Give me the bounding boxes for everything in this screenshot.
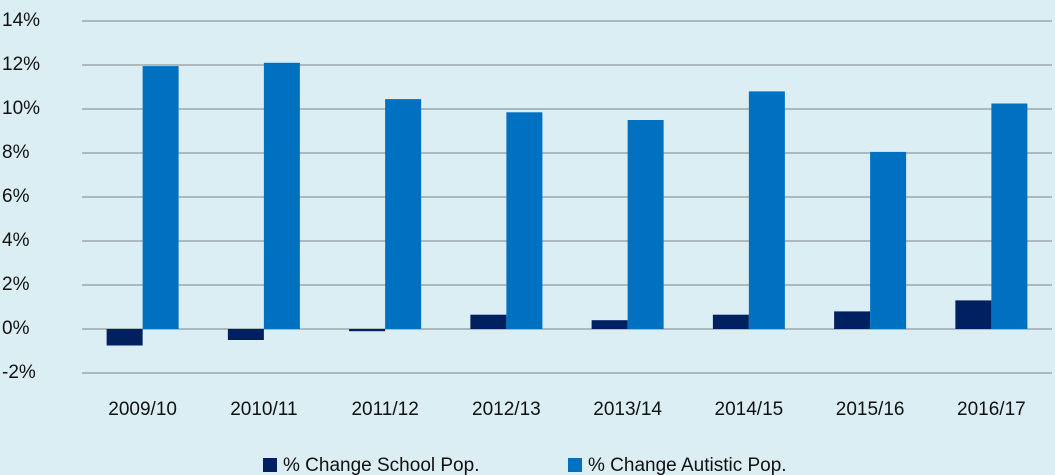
bar [263,62,300,330]
y-tick-label: 12% [2,54,40,75]
y-tick-label: 14% [2,10,40,31]
y-tick-label: 0% [2,318,30,339]
bar [870,151,907,329]
legend-swatch [568,458,582,472]
bar [591,320,628,329]
legend-label: % Change School Pop. [283,455,479,475]
y-tick-label: -2% [2,362,36,383]
bar [349,329,386,332]
y-tick-label: 2% [2,274,30,295]
bar [748,91,785,330]
bar [506,112,543,329]
y-tick-label: 8% [2,142,30,163]
y-tick-label: 4% [2,230,30,251]
x-tick-label: 2016/17 [957,399,1026,420]
bar [834,311,871,329]
bar [712,314,749,329]
bar [991,103,1028,329]
y-tick-label: 10% [2,98,40,119]
legend-label: % Change Autistic Pop. [588,455,787,475]
bar [385,99,422,329]
x-tick-label: 2015/16 [836,399,905,420]
x-tick-label: 2010/11 [230,399,297,420]
x-tick-label: 2011/12 [351,399,418,420]
x-tick-label: 2009/10 [108,399,177,420]
y-tick-label: 6% [2,186,30,207]
bar [470,314,507,329]
x-tick-label: 2012/13 [472,399,541,420]
bar [227,329,264,340]
bar [106,329,143,346]
bar [142,66,179,329]
legend-swatch [263,458,277,472]
x-tick-label: 2013/14 [593,399,662,420]
bar [627,120,664,329]
x-tick-label: 2014/15 [715,399,784,420]
bar [955,300,992,329]
